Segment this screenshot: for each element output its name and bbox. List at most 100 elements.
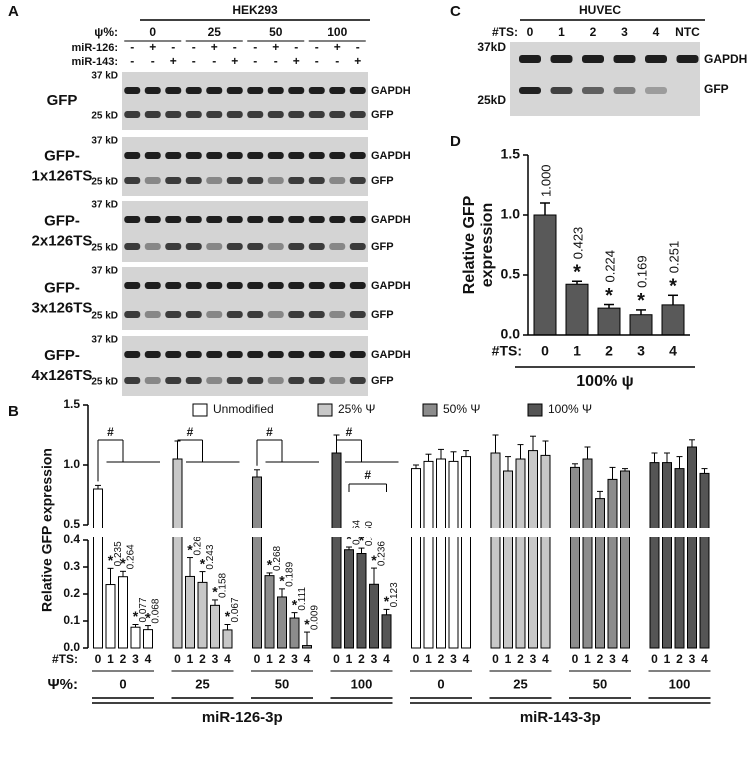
band [582, 87, 604, 94]
row-name: 2x126TS [32, 232, 93, 249]
marker: 37 kD [91, 136, 118, 147]
bar [699, 472, 710, 649]
band [185, 282, 202, 289]
x-tick-label: 0 [254, 652, 261, 666]
band-label: GFP [371, 309, 394, 321]
significance: * [120, 555, 126, 571]
blot-title: HEK293 [232, 3, 278, 17]
x-row-label: Ψ%: [48, 676, 78, 693]
bar [93, 488, 103, 649]
band [613, 55, 636, 63]
x-tick-label: 0 [413, 652, 420, 666]
x-tick-label: 2 [597, 652, 604, 666]
band [165, 216, 182, 223]
band [144, 351, 161, 358]
treatment: + [272, 40, 279, 54]
band [185, 243, 202, 250]
value-label: 0.236 [377, 541, 388, 566]
band [349, 377, 366, 384]
marker: 37 kD [91, 335, 118, 346]
band [226, 87, 243, 94]
treatment: - [315, 54, 319, 68]
band-label: GAPDH [704, 52, 747, 66]
y-tick-label: 0.0 [63, 640, 80, 654]
band [582, 55, 604, 63]
significance: * [145, 609, 151, 625]
psi-level: 25 [208, 25, 222, 39]
y-tick-label: 0.1 [63, 613, 80, 627]
bar [649, 462, 660, 649]
y-tick-label: 0.2 [63, 586, 80, 600]
band [288, 216, 305, 223]
treatment: - [315, 40, 319, 54]
treatment: - [274, 54, 278, 68]
psi-level: 0 [119, 676, 126, 691]
band [288, 152, 305, 159]
band [206, 282, 223, 289]
band-label: GAPDH [371, 85, 411, 97]
band [288, 377, 305, 384]
value-label: 0.264 [126, 544, 137, 569]
band [329, 311, 346, 318]
band [247, 311, 264, 318]
band [349, 216, 366, 223]
bar [565, 283, 589, 336]
band [349, 87, 366, 94]
treatment: + [149, 40, 156, 54]
x-tick-label: 4 [383, 652, 390, 666]
band [124, 377, 141, 384]
treatment: - [192, 54, 196, 68]
lane: 1 [558, 25, 565, 39]
band [267, 377, 284, 384]
band [288, 311, 305, 318]
y-tick-label: 1.5 [501, 146, 521, 162]
significance: * [267, 557, 273, 573]
x-tick-label: 2 [279, 652, 286, 666]
band [226, 177, 243, 184]
bar [210, 604, 220, 649]
significance: * [187, 541, 193, 557]
legend-swatch [317, 403, 333, 417]
band [288, 243, 305, 250]
value-label: 0.158 [218, 572, 229, 597]
blot-title: HUVEC [579, 3, 621, 17]
psi-level: 25 [195, 676, 209, 691]
value-label: 0.077 [138, 597, 149, 622]
lane: 4 [653, 25, 660, 39]
row-name: GFP- [44, 147, 80, 164]
band [226, 377, 243, 384]
band [329, 152, 346, 159]
x-tick-label: 0 [174, 652, 181, 666]
band [329, 216, 346, 223]
x-tick-label: 1 [346, 652, 353, 666]
treatment: - [212, 54, 216, 68]
bar [118, 576, 128, 649]
band [308, 311, 325, 318]
bar [289, 617, 300, 649]
x-tick-label: 3 [637, 343, 645, 359]
bar [687, 446, 697, 649]
blot [510, 42, 700, 116]
band [144, 377, 161, 384]
x-tick-label: 0 [333, 652, 340, 666]
legend-label: Unmodified [213, 402, 274, 416]
treatment: - [335, 54, 339, 68]
x-tick-label: 3 [212, 652, 219, 666]
x-tick-label: 4 [669, 343, 677, 359]
panel-label: A [8, 3, 19, 20]
band [308, 152, 325, 159]
band-label: GAPDH [371, 280, 411, 292]
band [124, 351, 141, 358]
band [165, 243, 182, 250]
y-axis-label: Relative GFP [461, 195, 478, 294]
x-tick-label: 2 [438, 652, 445, 666]
band [349, 243, 366, 250]
row-name: 3x126TS [32, 299, 93, 316]
band [247, 216, 264, 223]
x-tick-label: 2 [517, 652, 524, 666]
y-tick-label: 0.0 [501, 326, 521, 342]
band [247, 152, 264, 159]
psi-level: 100 [327, 25, 347, 39]
x-tick-label: 0 [492, 652, 499, 666]
psi-level: 50 [275, 676, 289, 691]
